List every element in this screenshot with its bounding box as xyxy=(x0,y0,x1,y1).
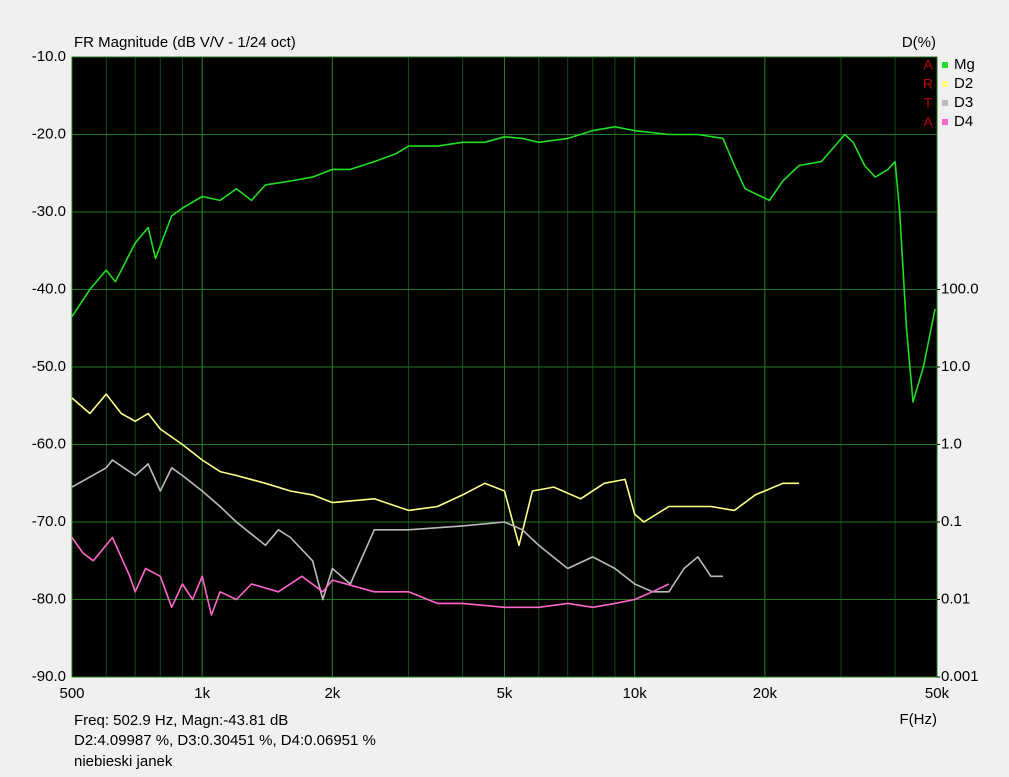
y2-tick-label: 0.01 xyxy=(941,590,970,607)
legend-swatch xyxy=(942,119,948,125)
y-tick-label: -10.0 xyxy=(32,48,66,65)
x-tick-label: 500 xyxy=(59,685,84,702)
y-tick-label: -60.0 xyxy=(32,435,66,452)
watermark-letter: A xyxy=(923,114,933,130)
y2-tick-label: 10.0 xyxy=(941,358,970,375)
x-tick-label: 10k xyxy=(623,685,648,702)
y2-axis-label: D(%) xyxy=(902,34,936,51)
legend-label: D2 xyxy=(954,75,973,92)
readout-line: niebieski janek xyxy=(74,753,173,770)
y-tick-label: -80.0 xyxy=(32,590,66,607)
x-tick-label: 50k xyxy=(925,685,950,702)
legend-label: Mg xyxy=(954,56,975,73)
x-tick-label: 20k xyxy=(753,685,778,702)
y2-tick-label: 1.0 xyxy=(941,435,962,452)
y2-tick-label: 0.001 xyxy=(941,668,979,685)
y-tick-label: -70.0 xyxy=(32,513,66,530)
watermark-letter: R xyxy=(923,76,933,92)
series-line xyxy=(71,126,936,403)
series-line xyxy=(71,393,800,547)
legend-swatch xyxy=(942,100,948,106)
y2-tick-label: 0.1 xyxy=(941,513,962,530)
y-tick-label: -40.0 xyxy=(32,280,66,297)
readout-line: Freq: 502.9 Hz, Magn:-43.81 dB xyxy=(74,712,288,729)
x-tick-label: 5k xyxy=(497,685,513,702)
legend-swatch xyxy=(942,81,948,87)
grid xyxy=(71,56,938,678)
y-tick-label: -90.0 xyxy=(32,668,66,685)
x-axis-label: F(Hz) xyxy=(900,711,938,728)
legend-label: D4 xyxy=(954,113,973,130)
series-line xyxy=(71,536,670,616)
watermark-letter: A xyxy=(923,57,933,73)
y2-tick-label: 100.0 xyxy=(941,280,979,297)
y-tick-label: -50.0 xyxy=(32,358,66,375)
y-tick-label: -20.0 xyxy=(32,125,66,142)
watermark-letter: T xyxy=(924,95,933,111)
chart-title: FR Magnitude (dB V/V - 1/24 oct) xyxy=(74,34,296,51)
legend-swatch xyxy=(942,62,948,68)
x-tick-label: 2k xyxy=(324,685,340,702)
legend-label: D3 xyxy=(954,94,973,111)
x-tick-label: 1k xyxy=(194,685,210,702)
readout-line: D2:4.09987 %, D3:0.30451 %, D4:0.06951 % xyxy=(74,732,376,749)
y-tick-label: -30.0 xyxy=(32,203,66,220)
series-line xyxy=(71,459,723,601)
